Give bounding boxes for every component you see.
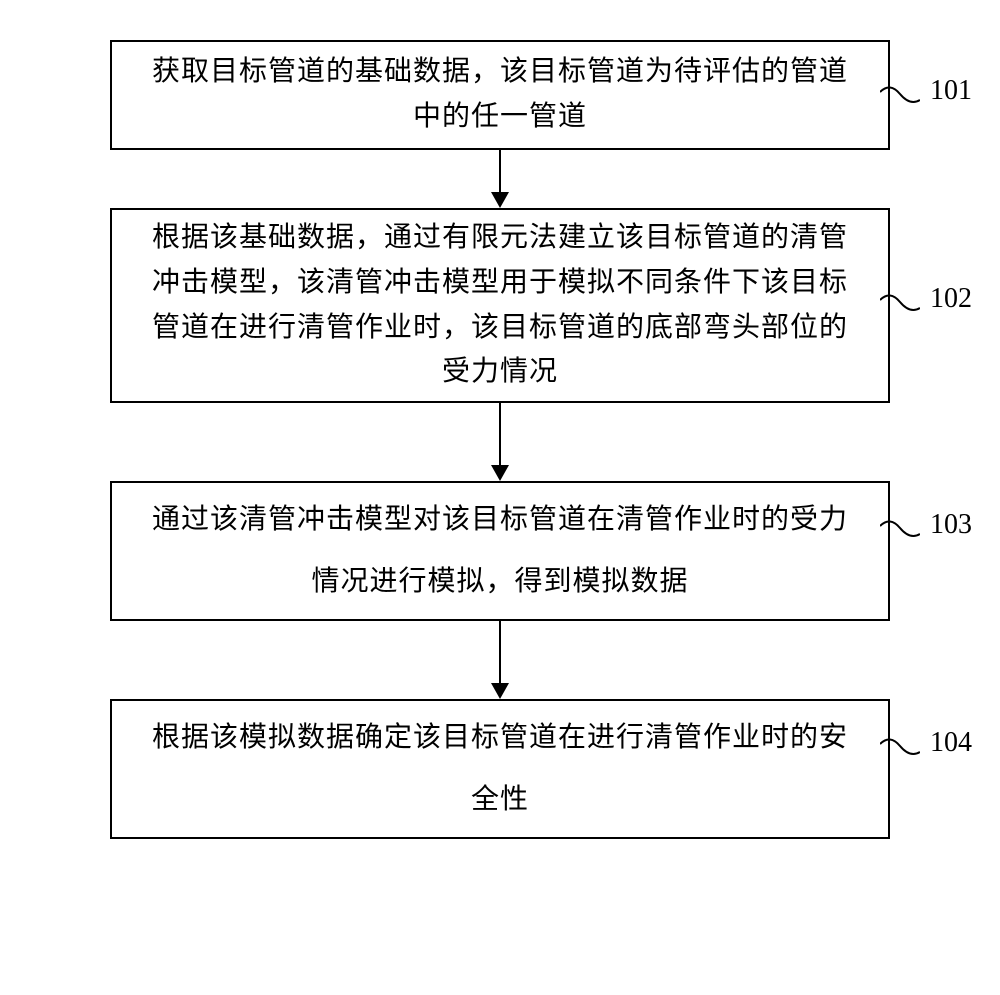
- arrow-3: [491, 621, 509, 699]
- arrow-line: [499, 403, 501, 465]
- node-label-102: 102: [930, 283, 972, 315]
- arrow-2: [491, 403, 509, 481]
- node-label-101: 101: [930, 75, 972, 107]
- flowchart-node-102: 根据该基础数据，通过有限元法建立该目标管道的清管冲击模型，该清管冲击模型用于模拟…: [110, 208, 890, 403]
- label-curve-102: [880, 290, 920, 320]
- arrow-line: [499, 150, 501, 192]
- label-curve-104: [880, 734, 920, 764]
- label-curve-101: [880, 82, 920, 112]
- node-label-104: 104: [930, 727, 972, 759]
- node-text: 根据该模拟数据确定该目标管道在进行清管作业时的安全性: [142, 707, 858, 830]
- arrow-head: [491, 192, 509, 208]
- flowchart-row-2: 根据该基础数据，通过有限元法建立该目标管道的清管冲击模型，该清管冲击模型用于模拟…: [50, 208, 950, 403]
- arrow-head: [491, 683, 509, 699]
- node-label-103: 103: [930, 509, 972, 541]
- node-text: 通过该清管冲击模型对该目标管道在清管作业时的受力情况进行模拟，得到模拟数据: [142, 489, 858, 612]
- flowchart-row-3: 通过该清管冲击模型对该目标管道在清管作业时的受力情况进行模拟，得到模拟数据 10…: [50, 481, 950, 621]
- arrow-1: [491, 150, 509, 208]
- flowchart-row-1: 获取目标管道的基础数据，该目标管道为待评估的管道中的任一管道 101: [50, 40, 950, 150]
- node-text: 获取目标管道的基础数据，该目标管道为待评估的管道中的任一管道: [142, 50, 858, 140]
- flowchart-node-103: 通过该清管冲击模型对该目标管道在清管作业时的受力情况进行模拟，得到模拟数据: [110, 481, 890, 621]
- label-curve-103: [880, 516, 920, 546]
- flowchart-node-104: 根据该模拟数据确定该目标管道在进行清管作业时的安全性: [110, 699, 890, 839]
- arrow-line: [499, 621, 501, 683]
- flowchart-container: 获取目标管道的基础数据，该目标管道为待评估的管道中的任一管道 101 根据该基础…: [50, 40, 950, 839]
- arrow-head: [491, 465, 509, 481]
- flowchart-node-101: 获取目标管道的基础数据，该目标管道为待评估的管道中的任一管道: [110, 40, 890, 150]
- flowchart-row-4: 根据该模拟数据确定该目标管道在进行清管作业时的安全性 104: [50, 699, 950, 839]
- node-text: 根据该基础数据，通过有限元法建立该目标管道的清管冲击模型，该清管冲击模型用于模拟…: [142, 216, 858, 395]
